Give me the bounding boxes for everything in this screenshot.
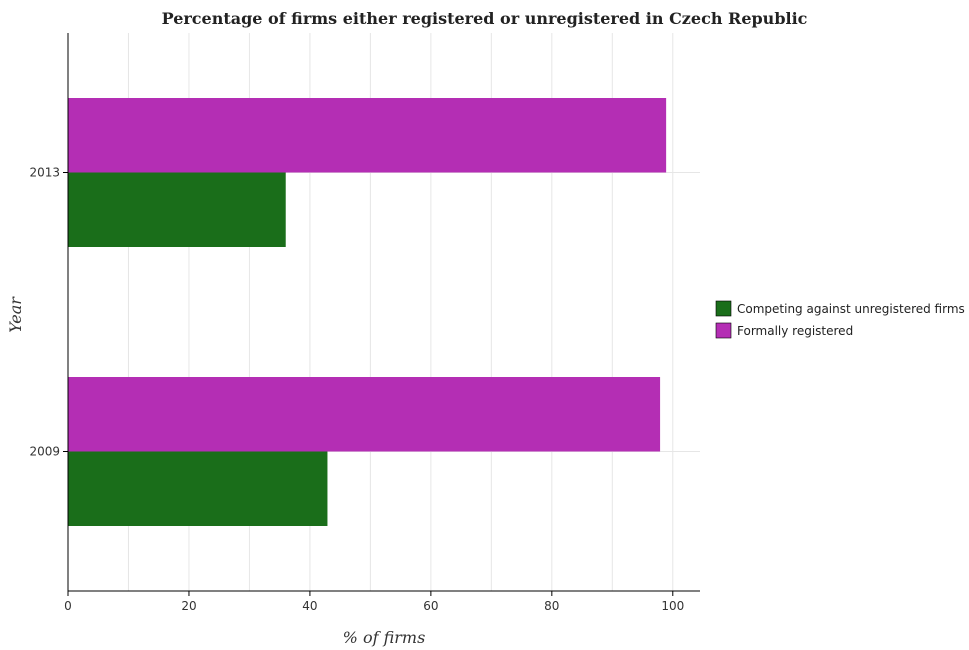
legend-label: Competing against unregistered firms (737, 302, 965, 316)
legend-label: Formally registered (737, 324, 853, 338)
x-tick-label: 40 (302, 599, 317, 613)
y-tick-label: 2013 (29, 166, 60, 180)
x-axis-label: % of firms (343, 628, 426, 647)
bar-formally-registered-2009 (68, 377, 661, 452)
bar-competing-against-unregistered-firms-2013 (68, 172, 286, 247)
legend-swatch (715, 322, 732, 339)
x-tick-label: 20 (181, 599, 196, 613)
x-tick-label: 100 (661, 599, 684, 613)
x-tick-label: 0 (64, 599, 72, 613)
bar-competing-against-unregistered-firms-2009 (68, 451, 328, 526)
legend-swatch (715, 300, 732, 317)
legend: Competing against unregistered firms Form… (715, 300, 965, 339)
y-axis-label: Year (6, 296, 25, 333)
chart-title: Percentage of firms either registered or… (162, 9, 808, 28)
y-tick-label: 2009 (29, 445, 60, 459)
x-tick-label: 60 (423, 599, 438, 613)
plot-area: 0 20 40 60 80 100 2009 2013 (29, 33, 700, 613)
x-tick-label: 80 (544, 599, 559, 613)
bar-formally-registered-2013 (68, 98, 667, 173)
